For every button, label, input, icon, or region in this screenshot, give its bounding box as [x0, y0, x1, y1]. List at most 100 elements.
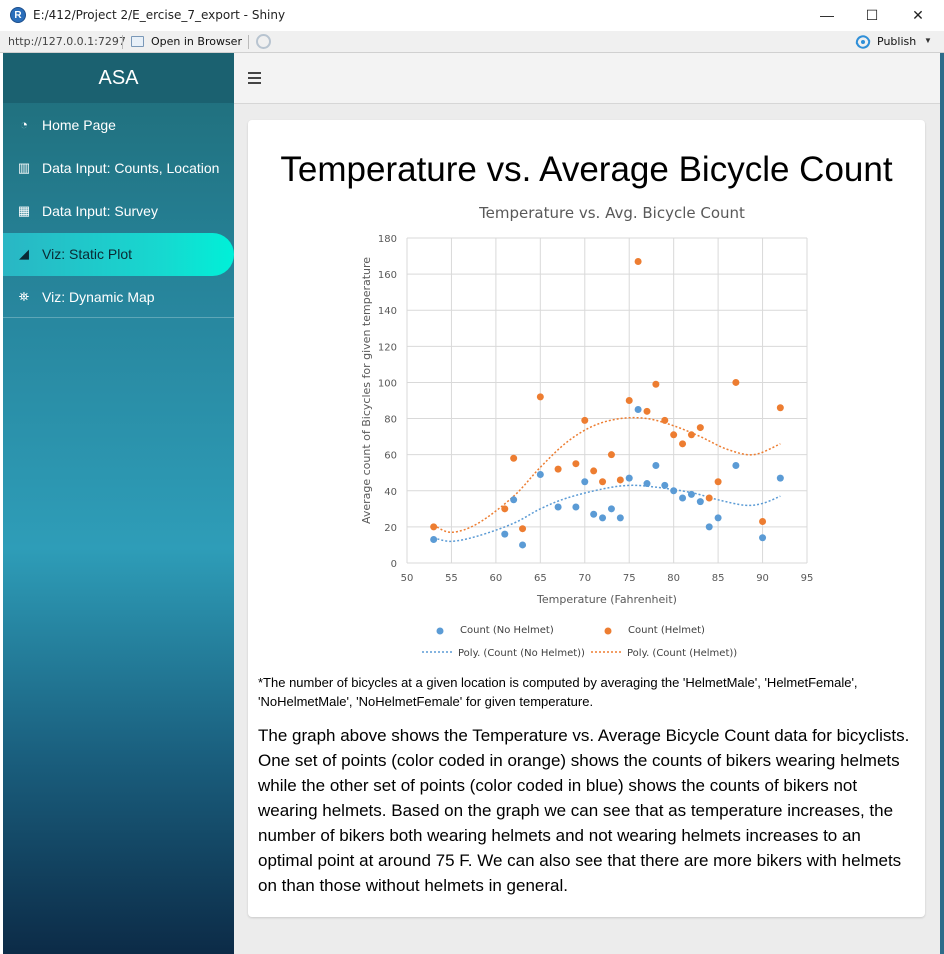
- sidebar-item-label: Viz: Static Plot: [42, 246, 133, 262]
- legend-label: Poly. (Count (Helmet)): [627, 648, 737, 659]
- x-tick-label: 60: [490, 573, 503, 584]
- data-point: [661, 416, 669, 424]
- data-point: [705, 523, 713, 531]
- data-point: [536, 471, 544, 479]
- data-point: [581, 416, 589, 424]
- x-tick-label: 90: [756, 573, 769, 584]
- data-point: [554, 503, 562, 511]
- publish-dropdown-icon[interactable]: ▼: [924, 36, 932, 45]
- dashboard-icon: ◔: [20, 117, 28, 132]
- x-axis-label: Temperature (Fahrenheit): [536, 593, 677, 606]
- data-point: [714, 478, 722, 486]
- y-tick-label: 0: [391, 559, 397, 570]
- sidebar-item-label: Data Input: Counts, Location: [42, 160, 220, 176]
- sidebar-item-home[interactable]: ◔ Home Page: [3, 104, 234, 147]
- legend-label: Count (Helmet): [628, 625, 705, 636]
- data-point: [510, 454, 518, 462]
- sidebar-item-label: Viz: Dynamic Map: [42, 289, 155, 305]
- trendline: [433, 484, 781, 543]
- menu-toggle-icon[interactable]: [248, 72, 261, 84]
- data-point: [661, 481, 669, 489]
- chart-footnote: *The number of bicycles at a given locat…: [258, 675, 858, 709]
- data-point: [776, 404, 784, 412]
- sidebar-item-survey[interactable]: ▦ Data Input: Survey: [3, 190, 234, 233]
- y-tick-label: 60: [384, 451, 397, 462]
- publish-button[interactable]: Publish: [877, 35, 917, 48]
- content-card: Temperature vs. Average Bicycle Count Te…: [248, 120, 925, 917]
- data-point: [599, 478, 607, 486]
- data-point: [759, 517, 767, 525]
- x-tick-label: 70: [578, 573, 591, 584]
- window-edge: [940, 53, 944, 954]
- chart-description: The graph above shows the Temperature vs…: [258, 726, 910, 895]
- y-tick-label: 20: [384, 523, 397, 534]
- data-point: [554, 465, 562, 473]
- data-point: [590, 510, 598, 518]
- open-in-browser-button[interactable]: Open in Browser: [151, 35, 242, 48]
- data-point: [776, 474, 784, 482]
- data-point: [536, 393, 544, 401]
- browser-window-icon[interactable]: [131, 36, 144, 47]
- x-tick-label: 95: [801, 573, 814, 584]
- data-point: [687, 431, 695, 439]
- x-tick-label: 85: [712, 573, 725, 584]
- window-title: E:/412/Project 2/E_ercise_7_export - Shi…: [33, 8, 286, 22]
- data-point: [696, 424, 704, 432]
- url-text: http://127.0.0.1:7297: [8, 35, 126, 48]
- data-point: [679, 440, 687, 448]
- publish-icon[interactable]: [855, 35, 871, 49]
- legend-label: Poly. (Count (No Helmet)): [458, 648, 585, 659]
- data-point: [510, 496, 518, 504]
- sidebar: ASA ◔ Home Page ▥ Data Input: Counts, Lo…: [3, 53, 234, 954]
- sidebar-item-dynamic-map[interactable]: ⛯ Viz: Dynamic Map: [3, 276, 234, 319]
- chart-container: Temperature vs. Avg. Bicycle Count 0 20 40 6…: [354, 196, 834, 666]
- x-tick-label: 80: [667, 573, 680, 584]
- main-header: [234, 53, 940, 104]
- data-point: [687, 490, 695, 498]
- title-bar: R E:/412/Project 2/E_ercise_7_export - S…: [0, 0, 944, 31]
- x-tick-label: 50: [401, 573, 414, 584]
- y-tick-label: 100: [378, 378, 397, 389]
- sidebar-item-static-plot[interactable]: ◢ Viz: Static Plot: [3, 233, 234, 276]
- toolbar-divider: [248, 35, 249, 49]
- data-point: [634, 257, 642, 265]
- minimize-button[interactable]: —: [820, 7, 834, 23]
- data-point: [732, 462, 740, 469]
- y-tick-label: 180: [378, 234, 397, 245]
- maximize-button[interactable]: ☐: [865, 7, 879, 23]
- data-point: [572, 503, 580, 511]
- y-tick-label: 40: [384, 487, 397, 498]
- page-title: Temperature vs. Average Bicycle Count: [280, 150, 893, 189]
- data-point: [616, 476, 624, 484]
- viewer-toolbar: http://127.0.0.1:7297 Open in Browser Pu…: [0, 31, 944, 53]
- y-tick-label: 80: [384, 415, 397, 426]
- data-point: [759, 534, 767, 542]
- data-point: [652, 380, 660, 388]
- close-button[interactable]: ✕: [912, 7, 924, 23]
- r-app-icon: R: [10, 7, 26, 23]
- legend-marker: [436, 627, 444, 635]
- data-point: [625, 397, 633, 404]
- area-chart-icon: ◢: [19, 246, 29, 261]
- scatter-chart: Temperature vs. Avg. Bicycle Count 0 20 40 6…: [360, 204, 814, 659]
- data-point: [607, 505, 615, 513]
- sidebar-item-label: Data Input: Survey: [42, 203, 158, 219]
- data-point: [607, 451, 615, 459]
- data-point: [643, 480, 651, 488]
- data-point: [519, 525, 527, 533]
- x-tick-label: 55: [445, 573, 458, 584]
- x-tick-label: 75: [623, 573, 636, 584]
- sidebar-divider: [3, 317, 234, 318]
- data-point: [679, 494, 687, 502]
- data-point: [572, 460, 580, 468]
- data-point: [501, 505, 509, 513]
- sidebar-item-counts-location[interactable]: ▥ Data Input: Counts, Location: [3, 147, 234, 190]
- y-tick-label: 140: [378, 306, 397, 317]
- grid-icon: ▦: [17, 203, 31, 218]
- sidebar-item-label: Home Page: [42, 117, 116, 133]
- data-point: [670, 431, 678, 439]
- data-point: [652, 462, 660, 469]
- chart-title: Temperature vs. Avg. Bicycle Count: [478, 204, 745, 222]
- refresh-icon[interactable]: [256, 34, 271, 49]
